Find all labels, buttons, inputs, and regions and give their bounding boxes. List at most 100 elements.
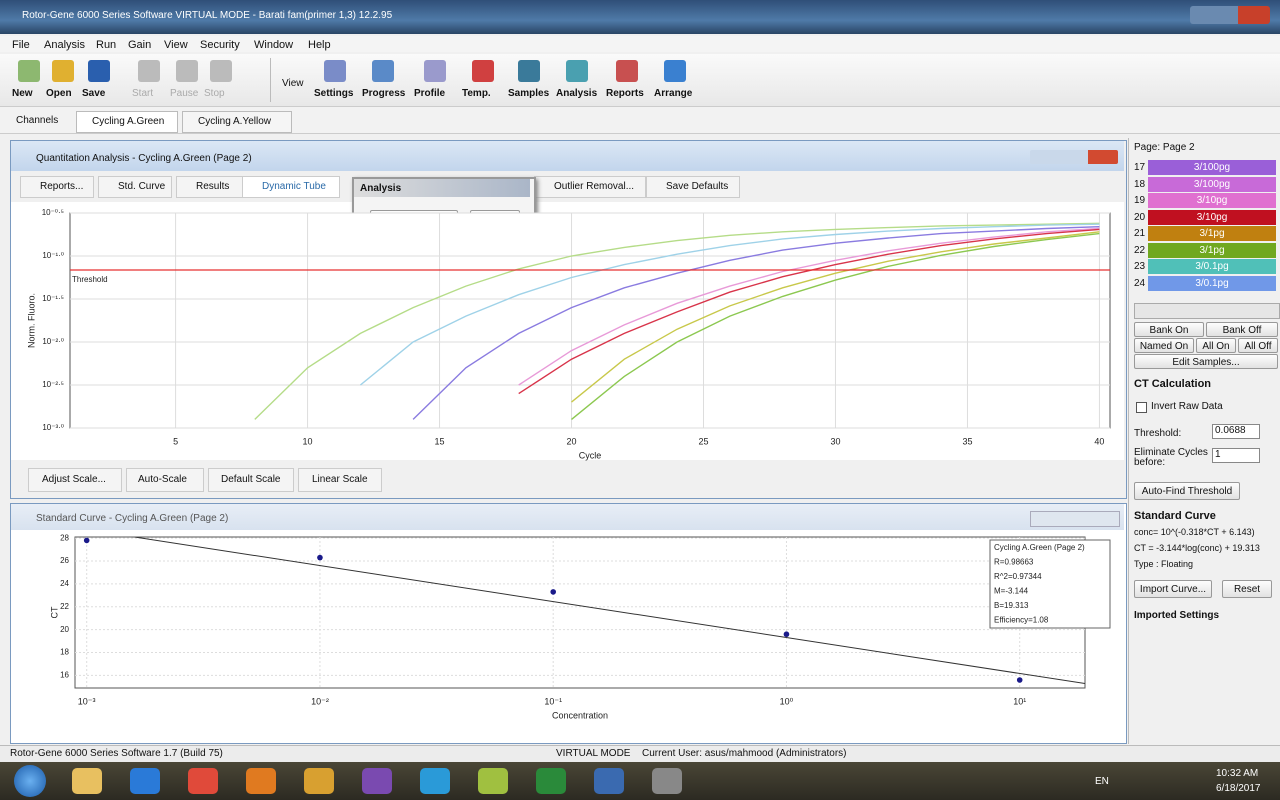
scale-button[interactable] [298, 468, 382, 492]
checkbox[interactable] [1136, 402, 1147, 413]
view-icon[interactable] [372, 60, 394, 82]
checkbox-label: Invert Raw Data [1151, 401, 1223, 412]
taskbar-icon[interactable] [362, 768, 392, 794]
taskbar-icon[interactable] [188, 768, 218, 794]
taskbar-icon[interactable] [652, 768, 682, 794]
menu-item[interactable]: File [12, 39, 30, 51]
taskbar-icon[interactable] [536, 768, 566, 794]
scale-button[interactable] [208, 468, 294, 492]
section-title: CT Calculation [1134, 378, 1212, 390]
scale-button[interactable] [126, 468, 204, 492]
panel-button[interactable]: Named On [1134, 338, 1194, 353]
panel-button[interactable]: Import Curve... [1134, 580, 1212, 598]
toolbar-icon[interactable] [176, 60, 198, 82]
view-icon[interactable] [518, 60, 540, 82]
sample-row[interactable]: 3/10pg [1148, 193, 1276, 208]
sample-row[interactable]: 3/100pg [1148, 160, 1276, 175]
toolbar-icon[interactable] [210, 60, 232, 82]
taskbar-icon[interactable] [246, 768, 276, 794]
view-icon[interactable] [424, 60, 446, 82]
panel-button[interactable]: Bank On [1134, 322, 1204, 337]
x-tick-label: 10¹ [1013, 696, 1026, 706]
channel-tab[interactable] [76, 111, 178, 133]
tool-button[interactable] [242, 176, 340, 198]
menu-item[interactable]: Help [308, 39, 331, 51]
tool-label: Outlier Removal... [554, 181, 635, 192]
eliminate-input[interactable]: 1 [1212, 448, 1260, 463]
auto-find-button[interactable]: Auto-Find Threshold [1134, 482, 1240, 500]
amplification-curve [571, 231, 1100, 403]
x-tick-label: 20 [567, 436, 577, 446]
x-tick-label: 15 [435, 436, 445, 446]
status-user: Current User: asus/mahmood (Administrato… [642, 748, 847, 759]
y-tick-label: 10⁻¹·⁰ [42, 251, 64, 260]
amplification-curve [254, 222, 1100, 420]
standard-curve-title: Standard Curve - Cycling A.Green (Page 2… [36, 513, 229, 524]
plot-area [74, 536, 1086, 689]
channel-tab[interactable] [182, 111, 292, 133]
toolbar-icon[interactable] [138, 60, 160, 82]
sample-row[interactable]: 3/100pg [1148, 176, 1276, 192]
panel-button[interactable]: Bank Off [1206, 322, 1278, 337]
menu-item[interactable]: Analysis [44, 39, 85, 51]
menu-item[interactable]: Window [254, 39, 294, 51]
taskbar-icon[interactable] [478, 768, 508, 794]
sample-row[interactable]: 3/1pg [1148, 226, 1276, 241]
fit-line [131, 537, 1085, 685]
scale-label: Default Scale [221, 474, 281, 485]
sample-number: 20 [1134, 211, 1146, 223]
stats-line: Cycling A.Green (Page 2) [994, 543, 1085, 552]
popup-title: Analysis [360, 183, 402, 194]
view-icon[interactable] [566, 60, 588, 82]
y-axis-label: CT [49, 606, 59, 618]
threshold-input[interactable]: 0.0688 [1212, 424, 1260, 439]
taskbar-icon[interactable] [420, 768, 450, 794]
taskbar-time: 10:32 AM [1216, 768, 1259, 779]
tool-button[interactable] [646, 176, 740, 198]
sample-row[interactable]: 3/0.1pg [1148, 275, 1276, 291]
toolbar-icon[interactable] [18, 60, 40, 82]
equation: conc= 10^(-0.318*CT + 6.143) [1134, 527, 1255, 537]
view-icon[interactable] [472, 60, 494, 82]
data-point [1016, 677, 1023, 683]
tool-button[interactable] [98, 176, 172, 198]
toolbar-icon[interactable] [52, 60, 74, 82]
sample-row[interactable]: 3/0.1pg [1148, 259, 1276, 274]
toolbar-label: Open [46, 88, 72, 99]
tool-button[interactable] [20, 176, 94, 198]
toolbar-label: Start [132, 88, 154, 99]
scale-label: Adjust Scale... [42, 474, 106, 485]
toolbar-icon[interactable] [88, 60, 110, 82]
sample-row[interactable]: 3/10pg [1148, 209, 1276, 225]
taskbar-icon[interactable] [72, 768, 102, 794]
y-tick-label: 28 [60, 533, 69, 542]
x-tick-label: 30 [830, 436, 840, 446]
sample-row[interactable]: 3/1pg [1148, 242, 1276, 258]
start-button[interactable] [14, 765, 46, 797]
close-buttons[interactable] [1190, 6, 1270, 24]
scale-button[interactable] [28, 468, 122, 492]
panel-button[interactable]: Edit Samples... [1134, 354, 1278, 369]
data-point [317, 554, 323, 561]
menu-item[interactable]: Security [200, 39, 240, 51]
taskbar-icon[interactable] [594, 768, 624, 794]
menu-item[interactable]: Gain [128, 39, 152, 51]
panel-button[interactable]: Reset [1222, 580, 1272, 598]
view-icon[interactable] [324, 60, 346, 82]
panel-button[interactable]: All On [1196, 338, 1236, 353]
taskbar-lang: EN [1095, 776, 1109, 787]
y-tick-label: 22 [60, 602, 69, 611]
sample-number: 21 [1134, 228, 1146, 239]
taskbar-icon[interactable] [304, 768, 334, 794]
y-tick-label: 10⁻²·⁰ [42, 337, 64, 346]
menu-item[interactable]: Run [96, 39, 117, 51]
window-buttons[interactable] [1030, 511, 1120, 527]
taskbar-icon[interactable] [130, 768, 160, 794]
panel-button[interactable]: All Off [1238, 338, 1278, 353]
y-tick-label: 10⁻¹·⁵ [42, 294, 64, 303]
window-buttons[interactable] [1030, 150, 1118, 164]
menu-item[interactable]: View [164, 39, 188, 51]
channel-tab-label: Cycling A.Green [92, 116, 165, 127]
view-icon[interactable] [616, 60, 638, 82]
view-icon[interactable] [664, 60, 686, 82]
